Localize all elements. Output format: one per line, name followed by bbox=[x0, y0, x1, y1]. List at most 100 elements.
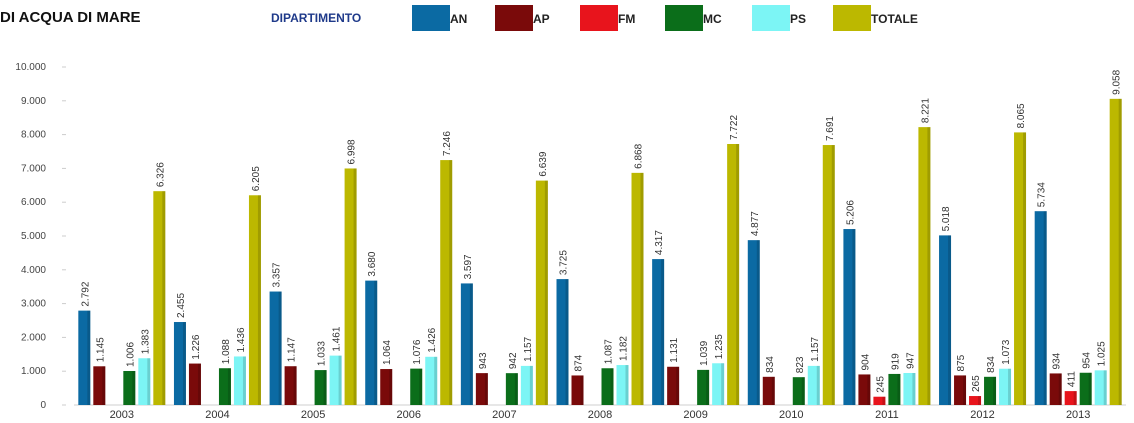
bar-mc bbox=[314, 370, 327, 405]
bar-shade bbox=[227, 368, 231, 405]
bar-an bbox=[1034, 211, 1047, 405]
data-label: 1.033 bbox=[317, 341, 328, 366]
data-label: 823 bbox=[795, 356, 806, 373]
data-label: 265 bbox=[971, 375, 982, 392]
data-label: 2.455 bbox=[176, 293, 187, 318]
data-label: 834 bbox=[986, 356, 997, 373]
legend-label-ps: PS bbox=[790, 12, 807, 26]
data-label: 4.877 bbox=[750, 211, 761, 236]
bar-shade bbox=[1058, 373, 1062, 405]
bar-shade bbox=[449, 160, 453, 405]
bar-shade bbox=[419, 368, 423, 405]
y-tick-label: 7.000 bbox=[21, 163, 46, 174]
legend-label-ap: AP bbox=[533, 12, 550, 26]
y-tick-label: 0 bbox=[40, 400, 46, 411]
bar-ap bbox=[1049, 373, 1062, 405]
bar-an bbox=[556, 279, 569, 405]
bar-shade bbox=[565, 279, 569, 405]
bar-shade bbox=[374, 280, 378, 405]
bar-totale bbox=[248, 195, 261, 405]
bar-shade bbox=[580, 375, 584, 405]
y-tick-label: 1.000 bbox=[21, 366, 46, 377]
bar-ps bbox=[520, 365, 533, 405]
bar-shade bbox=[912, 372, 916, 405]
bar-shade bbox=[353, 168, 357, 405]
bar-mc bbox=[505, 373, 518, 405]
bar-shade bbox=[993, 376, 997, 405]
data-label: 954 bbox=[1082, 352, 1093, 369]
y-tick-label: 8.000 bbox=[21, 130, 46, 141]
data-label: 1.006 bbox=[125, 342, 136, 367]
data-label: 1.461 bbox=[332, 326, 343, 351]
bar-shade bbox=[434, 356, 438, 405]
bar-shade bbox=[484, 373, 488, 405]
data-label: 919 bbox=[890, 353, 901, 370]
x-tick-label: 2008 bbox=[588, 409, 612, 421]
bar-shade bbox=[610, 368, 614, 405]
x-tick-label: 2013 bbox=[1066, 409, 1090, 421]
bar-shade bbox=[162, 191, 166, 405]
bar-mc bbox=[410, 368, 423, 405]
bar-mc bbox=[888, 373, 901, 405]
bar-shade bbox=[544, 180, 548, 405]
bar-shade bbox=[293, 366, 297, 405]
x-tick-label: 2010 bbox=[779, 409, 803, 421]
data-label: 4.317 bbox=[654, 230, 665, 255]
y-tick-label: 9.000 bbox=[21, 96, 46, 107]
bar-totale bbox=[631, 172, 644, 405]
data-label: 3.680 bbox=[367, 251, 378, 276]
legend-swatch-an bbox=[412, 5, 450, 31]
data-label: 6.639 bbox=[538, 151, 549, 176]
bar-an bbox=[78, 310, 91, 405]
bar-an bbox=[939, 235, 952, 405]
bar-totale bbox=[344, 168, 357, 405]
x-tick-label: 2009 bbox=[683, 409, 707, 421]
bar-shade bbox=[1043, 211, 1047, 405]
bar-shade bbox=[338, 355, 342, 405]
bar-mc bbox=[601, 368, 614, 405]
bar-ps bbox=[138, 358, 151, 405]
bar-ps bbox=[1094, 370, 1107, 405]
bar-shade bbox=[625, 365, 629, 405]
bar-mc bbox=[1079, 372, 1092, 405]
bar-shade bbox=[736, 143, 740, 405]
bar-shade bbox=[831, 145, 835, 406]
bar-shade bbox=[87, 310, 91, 405]
data-label: 1.426 bbox=[427, 327, 438, 352]
y-tick-label: 3.000 bbox=[21, 299, 46, 310]
bar-shade bbox=[661, 259, 665, 405]
data-label: 3.357 bbox=[272, 262, 283, 287]
bar-shade bbox=[1103, 370, 1107, 405]
x-tick-label: 2003 bbox=[110, 409, 134, 421]
bar-shade bbox=[1073, 391, 1077, 405]
bar-shade bbox=[771, 376, 775, 405]
legend-label-fm: FM bbox=[618, 12, 636, 26]
bar-shade bbox=[706, 369, 710, 405]
bar-ap bbox=[475, 373, 488, 405]
bar-shade bbox=[242, 356, 246, 405]
bar-shade bbox=[1008, 368, 1012, 405]
data-label: 1.383 bbox=[140, 329, 151, 354]
data-label: 1.235 bbox=[714, 334, 725, 359]
bar-shade bbox=[852, 229, 856, 405]
data-label: 934 bbox=[1052, 352, 1063, 369]
bar-ps bbox=[616, 365, 629, 405]
data-label: 6.998 bbox=[347, 139, 358, 164]
bar-ap bbox=[93, 366, 106, 405]
data-label: 3.725 bbox=[559, 250, 570, 275]
bar-fm bbox=[969, 396, 982, 405]
x-tick-label: 2012 bbox=[970, 409, 994, 421]
y-tick-label: 4.000 bbox=[21, 265, 46, 276]
data-label: 2.792 bbox=[80, 281, 91, 306]
data-label: 7.691 bbox=[825, 116, 836, 141]
data-label: 3.597 bbox=[463, 254, 474, 279]
bar-shade bbox=[132, 370, 136, 405]
bar-an bbox=[269, 291, 282, 405]
y-tick-label: 6.000 bbox=[21, 197, 46, 208]
bar-shade bbox=[278, 291, 282, 405]
data-label: 1.182 bbox=[619, 336, 630, 361]
bar-an bbox=[843, 229, 856, 405]
data-label: 1.064 bbox=[382, 340, 393, 365]
bar-ps bbox=[999, 368, 1012, 405]
data-label: 1.145 bbox=[95, 337, 106, 362]
